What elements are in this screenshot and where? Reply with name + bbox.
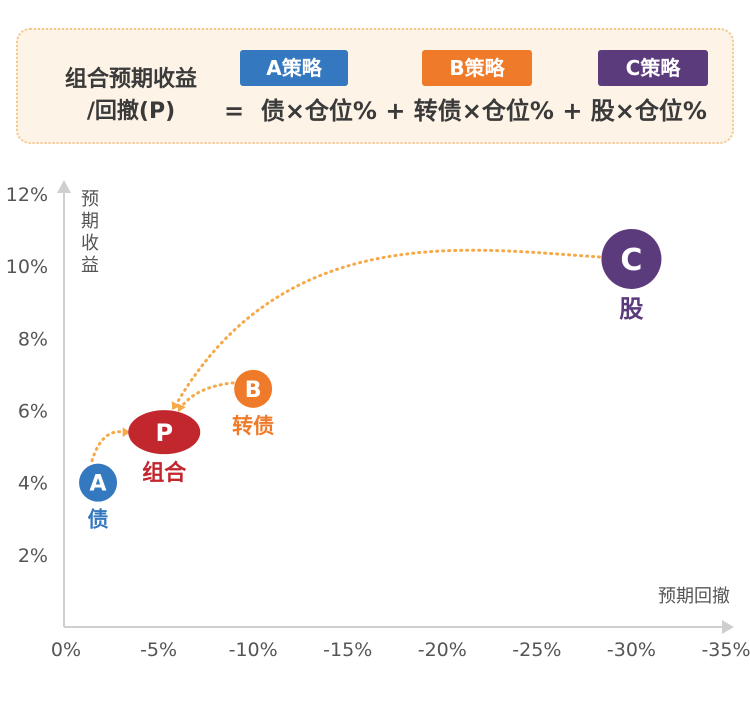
point-name: 转债 bbox=[232, 414, 274, 438]
y-tick-label: 2% bbox=[18, 545, 48, 567]
formula-terms: 债×仓位% + 转债×仓位% + 股×仓位% bbox=[260, 97, 707, 125]
point-marker bbox=[601, 228, 662, 289]
badge-c-strategy: C策略 bbox=[598, 50, 708, 86]
formula-left-line1: 组合预期收益 bbox=[64, 67, 197, 92]
x-tick-label: -10% bbox=[229, 639, 278, 661]
x-tick-label: -5% bbox=[140, 639, 177, 661]
y-tick-label: 10% bbox=[6, 256, 48, 278]
point-name: 组合 bbox=[142, 460, 187, 486]
formula-box: 组合预期收益 /回撤(P) A策略 B策略 C策略 = 债×仓位% + 转债×仓… bbox=[16, 28, 734, 144]
y-axis-arrowhead bbox=[57, 180, 71, 193]
axes: 2% 4% 6% 8% 10% 12% 0% -5% -10% -15% -20% -25% -30% -… bbox=[6, 180, 750, 661]
arrow-b-to-p bbox=[179, 381, 235, 409]
x-tick-label: -20% bbox=[418, 639, 467, 661]
badge-b-strategy: B策略 bbox=[422, 50, 532, 86]
x-tick-label: -30% bbox=[607, 639, 656, 661]
x-tick-label: -25% bbox=[512, 639, 561, 661]
point-name: 债 bbox=[88, 508, 109, 532]
arrowhead-a-to-p bbox=[122, 427, 131, 437]
arrowhead-c-to-p bbox=[171, 401, 181, 411]
y-tick-label: 8% bbox=[18, 328, 48, 350]
point-letter: P bbox=[155, 419, 173, 447]
point-p: P 组合 bbox=[128, 410, 201, 486]
formula-left: 组合预期收益 /回撤(P) bbox=[38, 64, 224, 128]
point-marker bbox=[234, 369, 273, 408]
y-axis-title: 预期收益 bbox=[81, 189, 99, 276]
y-tick-label: 4% bbox=[18, 473, 48, 495]
point-name: 股 bbox=[619, 295, 643, 323]
point-b: B 转债 bbox=[232, 369, 274, 438]
x-axis-title: 预期回撤 bbox=[658, 586, 730, 607]
point-c: C股 bbox=[601, 228, 662, 323]
point-a: A债 bbox=[79, 463, 118, 532]
arrow-c-to-p bbox=[174, 248, 601, 406]
point-letter: A bbox=[90, 472, 107, 497]
arrows bbox=[90, 248, 601, 463]
point-letter: B bbox=[245, 378, 262, 403]
x-axis-arrowhead bbox=[722, 620, 734, 634]
badge-a-strategy: A策略 bbox=[240, 50, 348, 86]
point-letter: C bbox=[620, 243, 642, 278]
y-tick-label: 6% bbox=[18, 401, 48, 423]
point-marker bbox=[79, 463, 118, 502]
x-tick-label: -35% bbox=[701, 639, 750, 661]
formula-equals: = bbox=[224, 97, 245, 125]
y-tick-label: 12% bbox=[6, 184, 48, 206]
arrow-a-to-p bbox=[90, 430, 126, 463]
point-marker bbox=[128, 410, 201, 455]
x-tick-label: -15% bbox=[323, 639, 372, 661]
formula-left-line2: /回撤(P) bbox=[86, 99, 176, 124]
x-tick-label: 0% bbox=[51, 639, 81, 661]
points: A债 P 组合 B 转债 C股 bbox=[79, 228, 662, 532]
formula-right: = 债×仓位% + 转债×仓位% + 股×仓位% bbox=[224, 94, 744, 128]
